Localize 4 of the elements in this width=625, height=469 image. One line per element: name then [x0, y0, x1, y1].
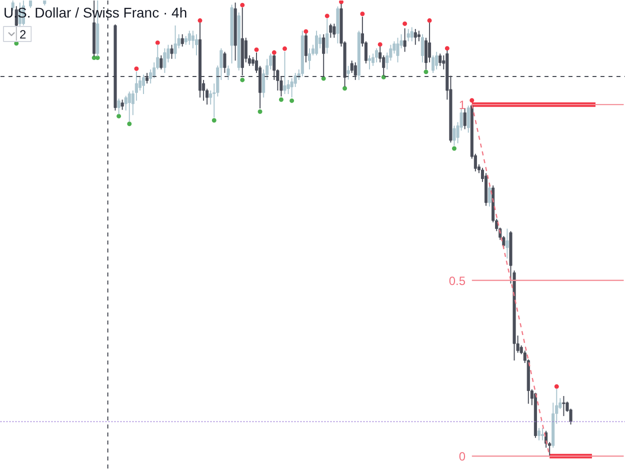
y-tick-label: 0.5 [448, 274, 466, 288]
y-tick-label: 1 [458, 98, 466, 112]
y-tick-label: 0 [458, 450, 466, 464]
annotation: 2 [20, 28, 26, 42]
